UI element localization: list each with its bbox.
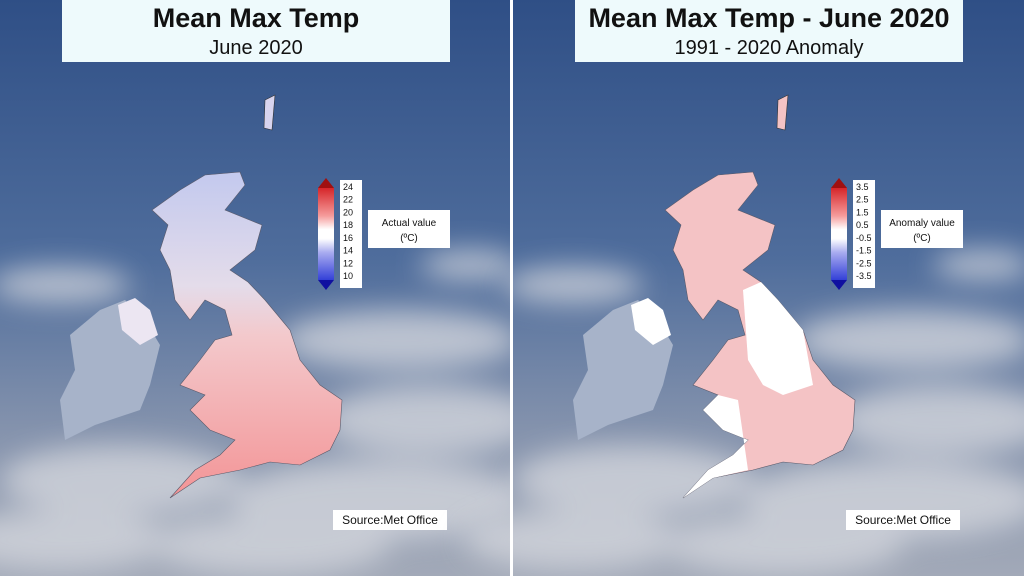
- colorbar: [318, 188, 334, 280]
- source-box: [333, 510, 447, 530]
- tick-box: [853, 180, 875, 288]
- colorbar-tick: 22: [343, 195, 353, 205]
- colorbar-tick: 14: [343, 246, 353, 256]
- colorbar-tick: 10: [343, 271, 353, 281]
- shetland: [263, 94, 276, 131]
- legend-unit: (ºC): [400, 233, 418, 244]
- colorbar-arrow: [831, 280, 847, 290]
- colorbar-tick: -0.5: [856, 233, 872, 243]
- cloud: [420, 250, 520, 280]
- colorbar-arrow: [318, 178, 334, 188]
- cloud: [833, 385, 1024, 455]
- colorbar-tick: 24: [343, 182, 353, 192]
- colorbar-tick: 18: [343, 220, 353, 230]
- legend-box: [881, 210, 963, 248]
- divider: [510, 0, 513, 576]
- colorbar-tick: -1.5: [856, 246, 872, 256]
- colorbar-tick: 20: [343, 207, 353, 217]
- northern-ireland: [631, 298, 671, 345]
- cloud: [320, 385, 540, 455]
- great-britain: [151, 171, 343, 499]
- clouds: [463, 250, 1024, 575]
- anomaly-white: [683, 395, 748, 498]
- colorbar-arrow: [831, 178, 847, 188]
- subtitle: June 2020: [209, 37, 302, 59]
- source-box: [846, 510, 960, 530]
- cloud: [0, 445, 240, 515]
- legend-box: [368, 210, 450, 248]
- legend-label: Actual value: [382, 218, 437, 229]
- cloud: [793, 310, 1024, 370]
- cloud: [463, 510, 683, 570]
- anomaly-white: [743, 282, 813, 395]
- cloud: [150, 515, 390, 575]
- colorbar-tick: -3.5: [856, 271, 872, 281]
- source: Source:Met Office: [855, 513, 951, 527]
- colorbar-tick: 1.5: [856, 207, 869, 217]
- colorbar-tick: 3.5: [856, 182, 869, 192]
- colorbar-tick: 0.5: [856, 220, 869, 230]
- title: Mean Max Temp - June 2020: [588, 3, 949, 33]
- title-box: [575, 0, 963, 62]
- tick-box: [340, 180, 362, 288]
- cloud: [0, 267, 130, 303]
- cloud: [513, 445, 753, 515]
- map-panel: Mean Max Temp June 2020 24 22 20 18 16 14 12 10 Ac…: [0, 0, 540, 576]
- clouds: [0, 250, 540, 575]
- colorbar-tick: -2.5: [856, 258, 872, 268]
- legend-label: Anomaly value: [889, 218, 955, 229]
- map-panel: Mean Max Temp - June 2020 1991 - 2020 Ano…: [463, 0, 1024, 576]
- colorbar-tick: 2.5: [856, 195, 869, 205]
- source: Source:Met Office: [342, 513, 438, 527]
- shetland: [776, 94, 789, 131]
- legend-unit: (ºC): [913, 233, 931, 244]
- subtitle: 1991 - 2020 Anomaly: [674, 37, 863, 59]
- title: Mean Max Temp: [153, 3, 360, 33]
- colorbar-arrow: [318, 280, 334, 290]
- northern-ireland: [118, 298, 158, 345]
- cloud: [280, 310, 520, 370]
- cloud: [663, 515, 903, 575]
- cloud: [933, 250, 1024, 280]
- cloud: [503, 267, 643, 303]
- colorbar: [831, 188, 847, 280]
- colorbar-tick: 12: [343, 258, 353, 268]
- colorbar-tick: 16: [343, 233, 353, 243]
- cloud: [0, 510, 170, 570]
- title-box: [62, 0, 450, 62]
